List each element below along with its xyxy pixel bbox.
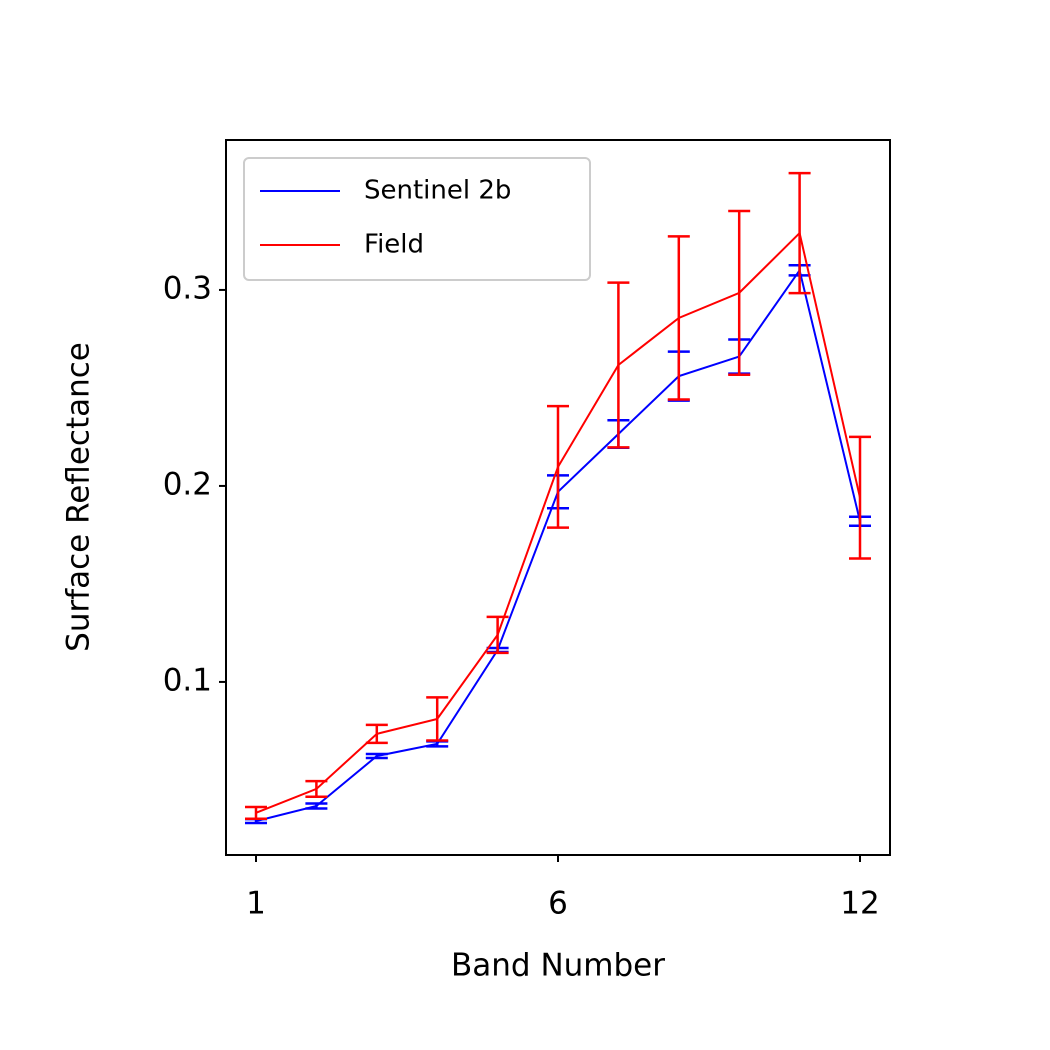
error-bar: [607, 281, 630, 449]
error-bar: [667, 235, 690, 401]
x-tick-label: 6: [548, 886, 568, 922]
legend-box: [243, 157, 591, 281]
error-bar: [788, 171, 811, 295]
error-bar: [245, 805, 267, 820]
error-bar: [426, 696, 449, 742]
x-axis-label: Band Number: [451, 948, 665, 984]
x-tick-label: 1: [246, 886, 266, 922]
legend-label: Sentinel 2b: [364, 176, 511, 206]
error-bar: [305, 779, 328, 799]
x-tick-label: 12: [840, 886, 879, 922]
legend: Sentinel 2b Field: [243, 157, 591, 281]
error-bar: [486, 615, 509, 655]
error-bar: [365, 752, 388, 760]
y-tick-label: 0.1: [163, 662, 212, 698]
error-bar: [849, 435, 871, 560]
error-bar: [365, 723, 388, 745]
error-bar: [728, 209, 751, 377]
plot-frame: [225, 139, 891, 856]
error-bar: [305, 802, 328, 810]
y-axis-label: Surface Reflectance: [61, 342, 97, 652]
legend-label: Field: [364, 230, 424, 260]
error-bar: [547, 404, 569, 529]
y-tick-label: 0.3: [163, 270, 212, 306]
y-tick-label: 0.2: [163, 466, 212, 502]
